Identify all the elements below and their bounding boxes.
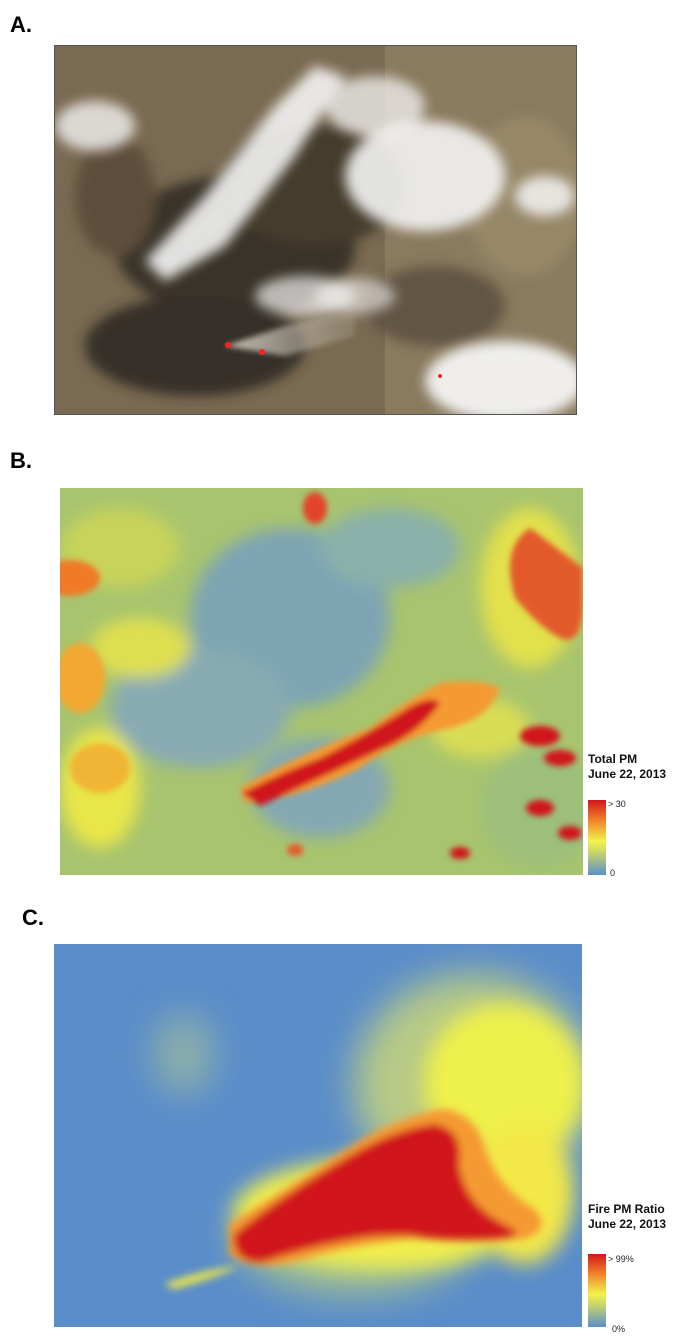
fire-pm-ratio-map: [54, 944, 582, 1327]
satellite-image: [54, 45, 577, 415]
fire-pm-scale-max-label: > 99%: [608, 1254, 634, 1264]
total-pm-map: [60, 488, 583, 875]
fire-pm-scale-min-label: 0%: [612, 1324, 626, 1334]
panel-c-label: C.: [22, 905, 44, 930]
panel-a-label: A.: [10, 12, 32, 37]
fire-pm-legend-title-line2: June 22, 2013: [588, 1217, 667, 1231]
total-pm-legend-title: Total PM June 22, 2013: [588, 752, 666, 782]
total-pm-color-scale: [588, 800, 606, 875]
total-pm-map-graphic: [60, 488, 583, 875]
fire-pm-legend-title-line1: Fire PM Ratio: [588, 1202, 665, 1216]
fire-pm-legend-title: Fire PM Ratio June 22, 2013: [588, 1202, 666, 1232]
satellite-image-graphic: [55, 46, 576, 414]
fire-pm-color-scale: [588, 1254, 606, 1327]
fire-pm-ratio-map-graphic: [54, 944, 582, 1327]
total-pm-legend-title-line1: Total PM: [588, 752, 638, 766]
panel-b-label: B.: [10, 448, 32, 473]
total-pm-legend-title-line2: June 22, 2013: [588, 767, 667, 781]
total-pm-scale-max-label: > 30: [608, 799, 626, 809]
total-pm-scale-min-label: 0: [610, 868, 616, 878]
